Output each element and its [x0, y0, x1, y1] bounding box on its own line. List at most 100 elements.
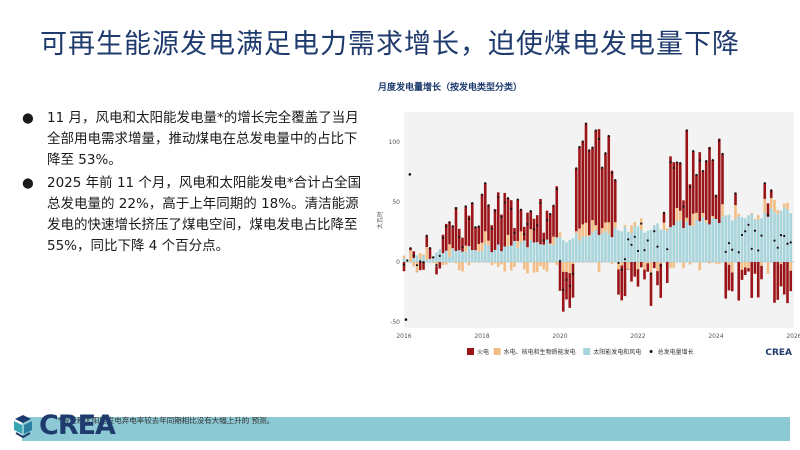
bar-segment — [656, 271, 659, 286]
bar-segment — [535, 242, 539, 262]
bar-segment — [610, 262, 614, 265]
bar-segment — [513, 262, 516, 267]
bar-segment — [675, 162, 679, 208]
total-growth-point — [669, 161, 672, 164]
bar-segment — [464, 245, 468, 252]
bar-segment — [412, 258, 416, 262]
bar-segment — [461, 237, 464, 252]
bar-segment — [529, 229, 533, 240]
bar-segment — [493, 249, 497, 262]
total-growth-point — [526, 222, 529, 226]
bar-segment — [578, 240, 581, 262]
bar-segment — [698, 221, 702, 262]
bar-segment — [659, 229, 663, 262]
total-growth-point — [588, 149, 591, 152]
bar-segment — [574, 168, 578, 232]
bar-segment — [769, 208, 773, 262]
bar-segment — [740, 262, 744, 270]
bar-segment — [734, 205, 737, 220]
bar-segment — [587, 150, 591, 236]
total-growth-point — [747, 223, 750, 226]
bar-segment — [500, 262, 503, 265]
bar-segment — [691, 213, 695, 227]
bar-segment — [578, 146, 581, 229]
total-growth-point — [506, 197, 510, 200]
bar-segment — [529, 239, 533, 262]
bar-segment — [552, 205, 555, 237]
total-growth-point — [753, 229, 757, 232]
total-growth-point — [500, 215, 503, 219]
bar-segment — [600, 228, 604, 234]
bar-segment — [714, 262, 718, 264]
bar-segment — [763, 212, 767, 262]
bar-segment — [721, 216, 724, 262]
bar-segment — [665, 262, 669, 283]
legend-swatch — [649, 350, 653, 353]
bar-segment — [561, 271, 565, 312]
bar-segment — [448, 244, 451, 257]
bar-segment — [584, 123, 588, 223]
bar-segment — [467, 262, 471, 266]
total-growth-point — [562, 288, 565, 291]
bar-segment — [506, 198, 510, 235]
y-tick-label: 50 — [392, 199, 400, 206]
bar-segment — [789, 270, 793, 292]
total-growth-point — [519, 208, 523, 211]
total-growth-point — [555, 188, 558, 191]
bar-segment — [760, 265, 763, 280]
bar-segment — [649, 262, 653, 274]
bar-segment — [428, 258, 432, 262]
total-growth-point — [698, 159, 701, 162]
bar-segment — [555, 186, 559, 238]
chart-logo-text: CREA — [765, 348, 792, 358]
total-growth-point — [441, 236, 445, 239]
bar-segment — [782, 262, 786, 295]
total-growth-point — [435, 264, 438, 267]
bar-segment — [402, 258, 406, 262]
total-growth-point — [461, 246, 464, 249]
bar-segment — [457, 250, 461, 262]
bar-segment — [672, 225, 676, 262]
bar-segment — [626, 262, 630, 270]
bar-segment — [688, 225, 692, 262]
bar-segment — [701, 212, 705, 218]
bar-segment — [613, 180, 617, 223]
bar-segment — [646, 230, 650, 262]
total-growth-point — [656, 245, 659, 248]
legend-swatch — [493, 348, 501, 355]
total-growth-point — [714, 195, 718, 198]
bar-segment — [708, 262, 711, 264]
bar-segment — [630, 262, 633, 282]
bar-segment — [662, 222, 666, 230]
bar-segment — [649, 273, 653, 306]
total-growth-point — [630, 243, 633, 246]
bar-segment — [425, 259, 429, 262]
bar-segment — [448, 256, 451, 262]
bar-segment — [701, 217, 705, 262]
bar-segment — [470, 202, 474, 251]
bar-segment — [604, 222, 607, 232]
total-growth-point — [493, 209, 497, 212]
bar-segment — [669, 156, 672, 228]
bar-segment — [743, 262, 747, 268]
bar-segment — [545, 262, 549, 272]
bar-segment — [750, 262, 754, 298]
total-growth-point — [549, 212, 552, 216]
bar-segment — [581, 236, 585, 262]
total-growth-point — [627, 238, 630, 241]
bar-segment — [509, 245, 513, 262]
bar-segment — [565, 262, 568, 273]
bar-segment — [558, 237, 562, 262]
total-growth-point — [721, 152, 724, 155]
total-growth-point — [591, 146, 594, 149]
bar-segment — [522, 240, 526, 262]
x-tick-label: 2016 — [396, 333, 411, 340]
total-growth-point — [484, 182, 487, 185]
total-growth-point — [451, 225, 454, 228]
bar-segment — [571, 238, 575, 262]
bar-segment — [695, 174, 698, 213]
bar-segment — [571, 262, 575, 264]
bar-segment — [539, 262, 542, 267]
bar-segment — [607, 222, 611, 234]
bar-segment — [548, 243, 552, 245]
